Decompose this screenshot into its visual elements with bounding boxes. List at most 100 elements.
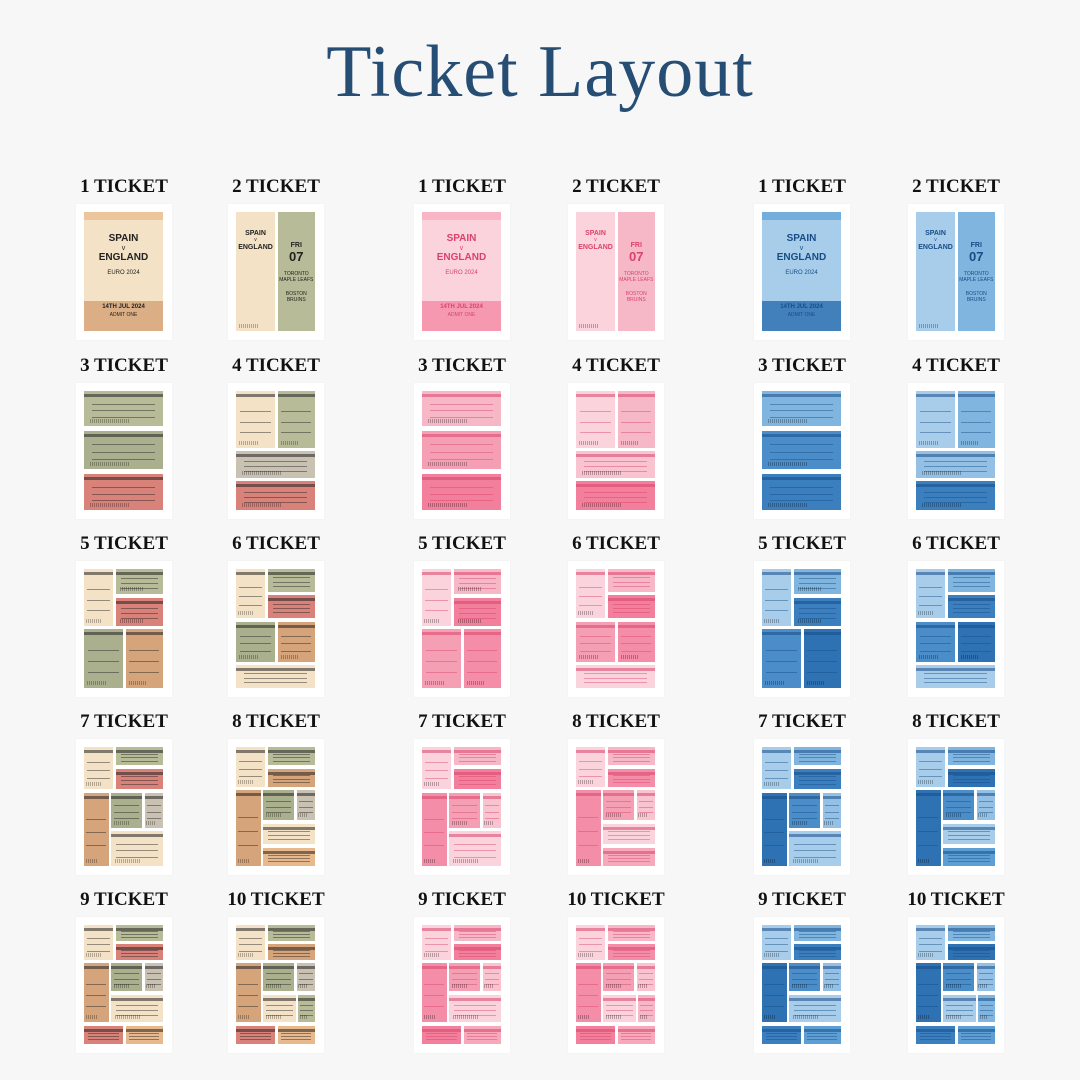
ticket-block: [638, 994, 655, 1023]
ticket-text-line: [606, 983, 632, 985]
ticket-count-label: 9 TICKET: [758, 889, 846, 910]
ticket-text-line: [919, 1035, 952, 1037]
ticket-text-line1: SPAIN: [108, 233, 139, 244]
ticket-text-line: [794, 856, 836, 858]
ticket-block: [84, 430, 163, 470]
ticket-text-line: [952, 930, 991, 932]
ticket-stripe: [576, 454, 655, 457]
ticket-block: [84, 629, 123, 688]
ticket-block: [916, 1025, 955, 1044]
ticket-block: [268, 747, 315, 766]
ticket-block: FRI 07 TORONTO MAPLE LEAFS BOSTON BRUINS: [957, 212, 995, 331]
ticket-preview-sheet: [236, 391, 316, 511]
ticket-preview-frame: [76, 383, 172, 519]
ticket-stripe: [236, 484, 315, 487]
ticket-count-label: 7 TICKET: [418, 711, 506, 732]
ticket-text-line: [923, 491, 988, 493]
ticket-preview-frame: [414, 739, 510, 875]
ticket-text-line: [452, 818, 478, 820]
barcode-icon: [451, 820, 468, 825]
ticket-stripe: [84, 476, 163, 480]
ticket-text-line: [454, 1015, 496, 1017]
ticket-text-line: [452, 805, 478, 807]
ticket-text-line: [798, 753, 837, 755]
ticket-stripe: [762, 476, 841, 480]
ticket-text-line: [919, 1039, 952, 1041]
ticket-stripe: [84, 966, 109, 970]
ticket-block: [84, 569, 114, 626]
ticket-preview-frame: [414, 383, 510, 519]
ticket-block: [608, 747, 655, 766]
ticket-text-line: [798, 776, 837, 778]
ticket-text-line: [467, 1039, 498, 1041]
ticket-stripe: [576, 928, 606, 931]
ticket-stripe: [236, 624, 275, 628]
ticket-layout-cell: 10 TICKET: [907, 889, 1005, 1054]
ticket-stripe: [789, 966, 821, 970]
ticket-text-line: [281, 643, 312, 645]
ticket-text-line: [919, 650, 952, 652]
ticket-block: [636, 790, 655, 821]
barcode-icon: [242, 503, 282, 507]
ticket-text-line: [272, 608, 311, 610]
ticket-text-line: [798, 587, 837, 589]
ticket-layout-cell: 8 TICKET: [568, 711, 664, 876]
ticket-text-line: [807, 1039, 838, 1041]
ticket-text-line: [640, 1015, 654, 1017]
ticket-stripe: [603, 793, 635, 797]
ticket-text-line: [146, 805, 162, 807]
ticket-text-line: [807, 1035, 838, 1037]
barcode-icon: [90, 502, 130, 507]
barcode-icon: [917, 858, 931, 863]
ticket-text-line: [266, 801, 292, 803]
ticket-text-line: [266, 973, 292, 975]
barcode-icon: [979, 1015, 988, 1020]
ticket-stripe: [144, 795, 163, 799]
ticket-text-line: [120, 783, 159, 785]
ticket-block: [454, 597, 501, 626]
ticket-text-line: [239, 421, 272, 423]
ticket-text-line: [792, 818, 818, 820]
ticket-text-line: [980, 1009, 994, 1011]
ticket-text-line: [120, 613, 159, 615]
ticket-block: [422, 391, 501, 426]
ticket-stripe: [608, 598, 655, 602]
ticket-block: SPAIN v ENGLAND: [236, 212, 275, 331]
ticket-stripe: [296, 793, 315, 797]
ticket-stripe: [482, 795, 501, 799]
ticket-text-line: [114, 983, 140, 985]
ticket-count-label: 6 TICKET: [572, 533, 660, 554]
ticket-block: [576, 451, 655, 478]
ticket-block: [454, 925, 501, 941]
ticket-text-line: [87, 650, 120, 651]
ticket-text-line: [298, 973, 314, 975]
ticket-text-line: [824, 818, 840, 820]
barcode-icon: [90, 419, 130, 423]
ticket-text-line: [578, 604, 603, 606]
ticket-text-line: [579, 431, 612, 433]
ticket-stripe: [948, 771, 995, 775]
barcode-icon: [922, 503, 962, 507]
ticket-text-line: [583, 491, 648, 493]
barcode-icon: [466, 681, 486, 685]
ticket-block: [762, 792, 787, 866]
barcode-icon: [579, 324, 599, 328]
ticket-text-line: [429, 458, 494, 460]
ticket-text-line: [467, 1032, 498, 1034]
ticket-stripe: [608, 572, 655, 575]
barcode-icon: [577, 1015, 591, 1020]
ticket-stripe: [277, 394, 315, 397]
ticket-stripe: [144, 966, 163, 970]
ticket-stripe: [84, 1028, 123, 1032]
ticket-text-line: [114, 805, 140, 807]
ticket-block: [422, 430, 501, 470]
ticket-text-big: 07: [969, 249, 984, 264]
ticket-text-line: [86, 944, 111, 946]
ticket-text-line: [86, 777, 111, 779]
ticket-block: SPAIN v ENGLAND EURO 2024 14TH JUL 2024 ADMIT…: [422, 212, 501, 331]
ticket-block: [84, 792, 109, 866]
ticket-stripe: [603, 966, 635, 970]
ticket-text-line: [425, 1039, 458, 1041]
ticket-text-line: [458, 757, 497, 759]
barcode-icon: [87, 681, 107, 685]
